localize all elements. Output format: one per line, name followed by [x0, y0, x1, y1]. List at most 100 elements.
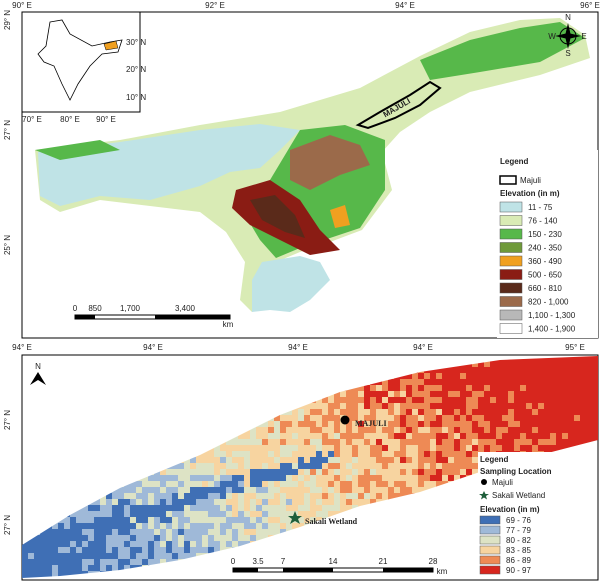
- legend-label: 1,100 - 1,300: [528, 311, 576, 320]
- raster-cell: [82, 559, 88, 565]
- raster-cell: [400, 475, 406, 481]
- legend-label: 76 - 140: [528, 217, 558, 226]
- raster-cell: [424, 379, 430, 385]
- raster-cell: [184, 547, 190, 553]
- legend-swatch: [479, 515, 501, 525]
- raster-cell: [520, 379, 526, 385]
- raster-cell: [298, 433, 304, 439]
- raster-cell: [298, 469, 304, 475]
- raster-cell: [250, 457, 256, 463]
- raster-cell: [394, 451, 400, 457]
- raster-cell: [112, 517, 118, 523]
- raster-cell: [82, 505, 88, 511]
- raster-cell: [460, 403, 466, 409]
- raster-cell: [286, 469, 292, 475]
- raster-cell: [370, 415, 376, 421]
- raster-cell: [268, 463, 274, 469]
- site-label: MAJULI: [355, 419, 387, 428]
- raster-cell: [88, 565, 94, 571]
- raster-cell: [364, 499, 370, 505]
- raster-cell: [508, 397, 514, 403]
- raster-cell: [526, 403, 532, 409]
- raster-cell: [118, 553, 124, 559]
- raster-cell: [124, 511, 130, 517]
- raster-cell: [514, 433, 520, 439]
- raster-cell: [586, 403, 592, 409]
- raster-cell: [322, 439, 328, 445]
- latitude-label: 27° N: [3, 515, 12, 535]
- raster-cell: [280, 463, 286, 469]
- raster-cell: [484, 415, 490, 421]
- raster-cell: [274, 529, 280, 535]
- raster-cell: [322, 505, 328, 511]
- raster-cell: [118, 541, 124, 547]
- raster-cell: [382, 475, 388, 481]
- raster-cell: [466, 403, 472, 409]
- raster-cell: [550, 356, 556, 361]
- raster-cell: [586, 379, 592, 385]
- raster-cell: [310, 463, 316, 469]
- raster-cell: [424, 385, 430, 391]
- raster-cell: [184, 553, 190, 559]
- raster-cell: [154, 511, 160, 517]
- raster-cell: [130, 481, 136, 487]
- raster-cell: [316, 481, 322, 487]
- raster-cell: [568, 356, 574, 361]
- raster-cell: [280, 421, 286, 427]
- raster-cell: [334, 409, 340, 415]
- raster-cell: [568, 403, 574, 409]
- raster-cell: [298, 451, 304, 457]
- elevation-map: [35, 18, 590, 312]
- raster-cell: [448, 463, 454, 469]
- raster-cell: [508, 433, 514, 439]
- raster-cell: [388, 391, 394, 397]
- raster-cell: [190, 553, 196, 559]
- raster-cell: [178, 475, 184, 481]
- raster-cell: [46, 571, 52, 577]
- raster-cell: [226, 451, 232, 457]
- raster-cell: [280, 517, 286, 523]
- raster-cell: [520, 385, 526, 391]
- raster-cell: [490, 361, 496, 367]
- north-arrow: [30, 372, 46, 385]
- raster-cell: [436, 373, 442, 379]
- raster-cell: [64, 559, 70, 565]
- raster-cell: [124, 499, 130, 505]
- raster-cell: [388, 427, 394, 433]
- raster-cell: [442, 433, 448, 439]
- raster-cell: [424, 433, 430, 439]
- raster-cell: [382, 463, 388, 469]
- raster-cell: [580, 391, 586, 397]
- raster-cell: [190, 493, 196, 499]
- raster-cell: [496, 367, 502, 373]
- raster-cell: [244, 469, 250, 475]
- raster-cell: [250, 529, 256, 535]
- raster-cell: [370, 385, 376, 391]
- raster-cell: [436, 451, 442, 457]
- raster-cell: [262, 421, 268, 427]
- raster-cell: [400, 421, 406, 427]
- raster-cell: [70, 553, 76, 559]
- raster-cell: [172, 523, 178, 529]
- scale-bar-segment: [283, 568, 333, 572]
- raster-cell: [406, 445, 412, 451]
- raster-cell: [262, 451, 268, 457]
- raster-cell: [238, 487, 244, 493]
- raster-cell: [568, 421, 574, 427]
- raster-cell: [550, 391, 556, 397]
- raster-cell: [574, 439, 580, 445]
- raster-cell: [166, 553, 172, 559]
- raster-cell: [202, 469, 208, 475]
- raster-cell: [208, 481, 214, 487]
- raster-cell: [550, 409, 556, 415]
- raster-cell: [376, 439, 382, 445]
- raster-cell: [154, 493, 160, 499]
- raster-cell: [562, 361, 568, 367]
- raster-cell: [514, 361, 520, 367]
- raster-cell: [376, 463, 382, 469]
- raster-cell: [580, 409, 586, 415]
- raster-cell: [100, 499, 106, 505]
- raster-cell: [142, 481, 148, 487]
- raster-cell: [574, 415, 580, 421]
- raster-cell: [262, 481, 268, 487]
